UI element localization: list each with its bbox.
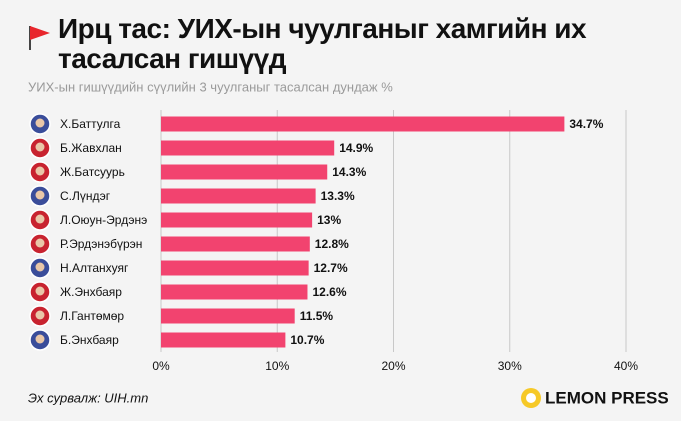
value-label: 14.9% xyxy=(339,141,373,155)
y-tick-label: Б.Жавхлан xyxy=(60,141,122,155)
y-tick-label: Н.Алтанхуяг xyxy=(60,261,129,275)
value-label: 10.7% xyxy=(290,333,324,347)
bar xyxy=(161,116,565,132)
avatar-face xyxy=(35,190,45,200)
source: Эх сурвалж: UIH.mn xyxy=(28,390,148,405)
avatar-face xyxy=(35,262,45,272)
avatar-face xyxy=(35,214,45,224)
bar xyxy=(161,332,286,348)
brand-logo-inner xyxy=(526,393,536,403)
y-tick-label: Р.Эрдэнэбүрэн xyxy=(60,237,142,251)
y-tick-label: Х.Баттулга xyxy=(60,117,121,131)
y-tick-label: Л.Оюун-Эрдэнэ xyxy=(60,213,147,227)
value-label: 14.3% xyxy=(332,165,366,179)
x-tick-label: 20% xyxy=(381,359,405,373)
y-tick-label: Ж.Энхбаяр xyxy=(60,285,122,299)
flag xyxy=(30,26,50,40)
subtitle: УИХ-ын гишүүдийн сүүлийн 3 чуулганыг тас… xyxy=(28,79,393,94)
bar xyxy=(161,140,335,156)
x-tick-label: 40% xyxy=(614,359,638,373)
avatar-face xyxy=(35,118,45,128)
avatar-face xyxy=(35,166,45,176)
bar xyxy=(161,308,295,324)
avatar-face xyxy=(35,334,45,344)
y-tick-label: С.Лүндэг xyxy=(60,189,111,203)
bar xyxy=(161,212,313,228)
value-label: 13.3% xyxy=(321,189,355,203)
y-tick-label: Ж.Батсуурь xyxy=(60,165,125,179)
avatar-face xyxy=(35,142,45,152)
x-tick-label: 30% xyxy=(498,359,522,373)
bar xyxy=(161,284,308,300)
y-tick-label: Б.Энхбаяр xyxy=(60,333,119,347)
bar xyxy=(161,236,310,252)
value-label: 12.6% xyxy=(312,285,346,299)
chart-title: Ирц тас: УИХ-ын чуулганыг хамгийн их тас… xyxy=(58,13,587,74)
value-label: 11.5% xyxy=(300,309,334,323)
avatar-face xyxy=(35,286,45,296)
value-label: 13% xyxy=(317,213,341,227)
x-tick-label: 10% xyxy=(265,359,289,373)
bar xyxy=(161,164,328,180)
bar xyxy=(161,260,309,276)
value-label: 12.8% xyxy=(315,237,349,251)
value-label: 12.7% xyxy=(314,261,348,275)
avatar-face xyxy=(35,310,45,320)
bar xyxy=(161,188,316,204)
x-tick-label: 0% xyxy=(152,359,170,373)
y-tick-label: Л.Гантөмөр xyxy=(60,309,124,323)
avatar-face xyxy=(35,238,45,248)
value-label: 34.7% xyxy=(569,117,603,131)
brand: LEMON PRESS xyxy=(545,388,669,407)
